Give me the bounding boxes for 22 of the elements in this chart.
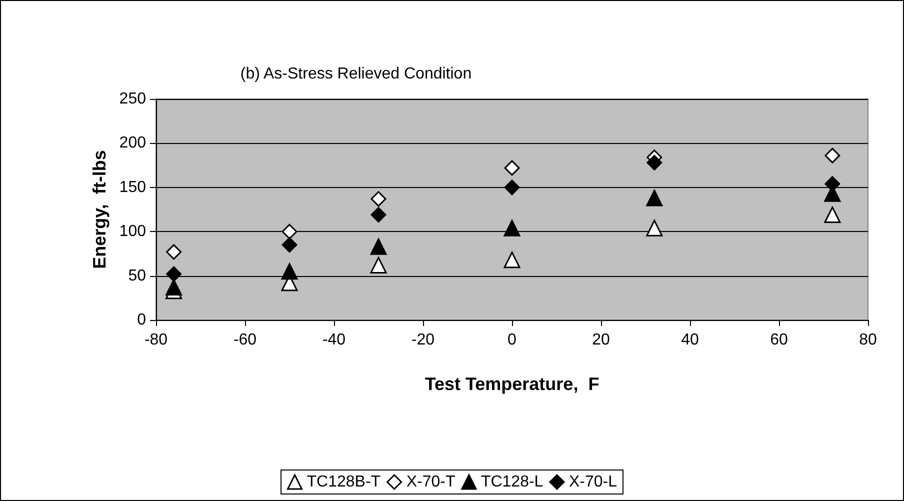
legend-label: X-70-T <box>406 474 456 490</box>
y-tick-label: 50 <box>128 267 146 284</box>
legend-label: TC128B-T <box>306 474 381 490</box>
y-tick-label: 200 <box>119 134 146 152</box>
y-tick-label: 100 <box>119 223 146 240</box>
legend-label: TC128-L <box>480 474 544 490</box>
x-tick-label: 20 <box>592 332 610 348</box>
y-tick-label: 250 <box>119 90 146 108</box>
y-tick-label: 150 <box>119 178 146 196</box>
x-tick-label: 0 <box>508 332 517 348</box>
y-axis-title: Energy, ft-lbs <box>89 150 110 269</box>
x-tick-label: 60 <box>770 332 788 348</box>
x-tick-label: 80 <box>859 332 877 348</box>
x-axis-title: Test Temperature, F <box>424 374 600 394</box>
x-tick-label: -80 <box>144 332 168 348</box>
x-tick-label: -20 <box>411 332 435 348</box>
x-tick-label: -40 <box>322 332 346 348</box>
x-tick-label: 40 <box>681 332 699 348</box>
x-tick-label: -60 <box>233 332 257 348</box>
y-tick-label: 0 <box>137 312 146 328</box>
chart-title: (b) As-Stress Relieved Condition <box>240 66 472 82</box>
legend-label: X-70-L <box>568 474 618 490</box>
